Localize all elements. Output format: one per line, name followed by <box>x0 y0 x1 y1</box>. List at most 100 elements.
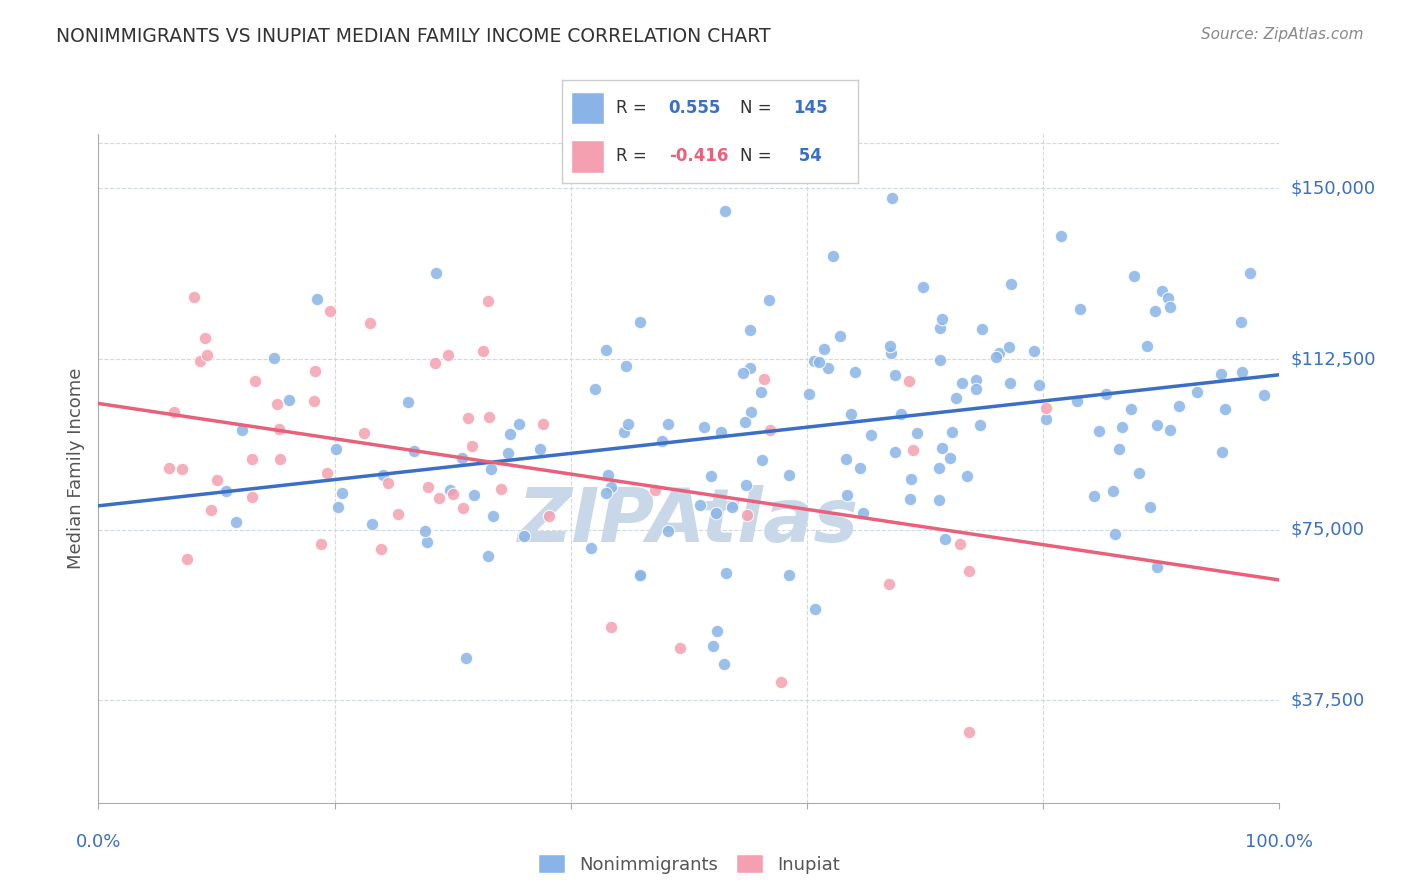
Point <box>215 483 238 498</box>
Point <box>231 423 253 437</box>
Point <box>243 374 266 388</box>
Point <box>939 450 962 465</box>
Point <box>496 446 519 460</box>
Point <box>628 567 651 582</box>
Point <box>1211 445 1233 459</box>
Point <box>599 480 621 494</box>
Point <box>804 602 827 616</box>
Point <box>1185 384 1208 399</box>
Point <box>370 542 392 557</box>
Point <box>749 385 772 400</box>
Point <box>880 346 903 360</box>
Point <box>1159 301 1181 315</box>
Point <box>797 387 820 401</box>
Text: R =: R = <box>616 147 651 165</box>
Point <box>267 422 290 436</box>
Point <box>769 675 792 690</box>
Point <box>972 322 994 336</box>
Text: ZIPAtlas: ZIPAtlas <box>519 485 859 558</box>
Text: $112,500: $112,500 <box>1291 350 1376 368</box>
Point <box>479 462 502 476</box>
Point <box>998 340 1021 354</box>
Point <box>439 483 461 497</box>
Point <box>844 365 866 379</box>
Point <box>512 529 534 543</box>
Point <box>600 620 623 634</box>
Point <box>738 360 761 375</box>
Point <box>491 482 513 496</box>
Point <box>1128 466 1150 480</box>
Point <box>499 427 522 442</box>
Point <box>1069 301 1091 316</box>
Point <box>969 417 991 432</box>
Point <box>176 552 198 566</box>
Point <box>700 469 723 483</box>
Point <box>205 473 228 487</box>
Point <box>531 417 554 431</box>
Point <box>778 568 800 582</box>
Point <box>162 404 184 418</box>
Point <box>416 534 439 549</box>
Point <box>319 303 342 318</box>
Point <box>823 249 845 263</box>
Point <box>1146 560 1168 574</box>
Point <box>1024 344 1046 359</box>
Point <box>733 366 755 380</box>
Point <box>751 453 773 467</box>
Point <box>427 491 450 505</box>
Point <box>537 509 560 524</box>
Point <box>689 498 711 512</box>
Point <box>225 515 247 529</box>
Point <box>884 368 907 382</box>
Point <box>657 524 679 538</box>
Text: 145: 145 <box>793 99 827 117</box>
Point <box>353 426 375 441</box>
Point <box>890 407 912 421</box>
Point <box>928 493 950 508</box>
Point <box>817 361 839 376</box>
Point <box>900 472 922 486</box>
Point <box>617 417 640 431</box>
Point <box>879 576 901 591</box>
Point <box>157 461 180 475</box>
Point <box>735 508 758 522</box>
Point <box>898 492 921 507</box>
Point <box>984 350 1007 364</box>
Point <box>807 355 830 369</box>
Point <box>614 359 637 373</box>
Point <box>1168 400 1191 414</box>
Point <box>758 293 780 307</box>
Point <box>657 417 679 432</box>
Point <box>471 343 494 358</box>
Y-axis label: Median Family Income: Median Family Income <box>66 368 84 569</box>
Point <box>965 373 987 387</box>
Point <box>738 323 761 337</box>
Point <box>882 191 904 205</box>
Point <box>941 425 963 439</box>
Point <box>1049 229 1071 244</box>
FancyBboxPatch shape <box>571 140 603 173</box>
Point <box>302 394 325 409</box>
Point <box>613 425 636 439</box>
Point <box>835 452 858 467</box>
Point <box>461 439 484 453</box>
Point <box>583 383 606 397</box>
Point <box>596 468 619 483</box>
Point <box>188 353 211 368</box>
Point <box>905 425 928 440</box>
Point <box>451 500 474 515</box>
Text: 0.0%: 0.0% <box>76 833 121 851</box>
Point <box>457 410 479 425</box>
Text: Source: ZipAtlas.com: Source: ZipAtlas.com <box>1201 27 1364 42</box>
Point <box>278 392 301 407</box>
Point <box>330 486 353 500</box>
Point <box>325 442 347 456</box>
Point <box>172 462 194 476</box>
Point <box>828 329 851 343</box>
Point <box>425 266 447 280</box>
Point <box>441 487 464 501</box>
Point <box>478 409 501 424</box>
Point <box>759 423 782 437</box>
Point <box>454 650 477 665</box>
Text: -0.416: -0.416 <box>669 147 728 165</box>
